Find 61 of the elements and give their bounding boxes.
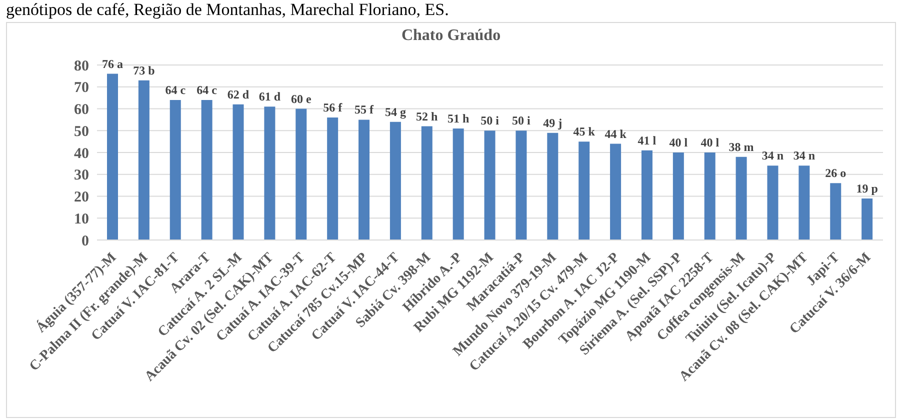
data-label: 61 d	[258, 90, 281, 104]
data-label: 40 l	[700, 136, 720, 150]
y-tick-label: 30	[74, 168, 89, 184]
text: genótipos de café, Região de Montanhas, Marechal Floriano, ES.	[5, 0, 450, 20]
y-tick-label: 10	[74, 211, 89, 228]
bar	[578, 142, 590, 240]
data-label: 44 k	[604, 126, 627, 141]
data-label: 19 p	[856, 181, 878, 196]
data-label: 56 f	[323, 100, 344, 114]
bar	[641, 150, 652, 240]
data-label: 55 f	[354, 102, 375, 117]
data-label: 51 h	[447, 111, 470, 126]
data-label: 50 i	[480, 114, 500, 128]
bar	[610, 144, 622, 240]
data-label: 40 l	[669, 136, 688, 150]
bar	[798, 166, 810, 240]
bar	[107, 74, 118, 240]
bar	[421, 126, 432, 240]
bar	[296, 108, 307, 240]
bar	[138, 80, 150, 240]
data-label: 38 m	[728, 140, 754, 154]
bar	[170, 100, 181, 240]
data-label: 45 k	[573, 124, 596, 139]
y-tick-label: 40	[74, 146, 89, 162]
chart-title: Chato Graúdo	[400, 27, 502, 46]
data-label: 76 a	[102, 56, 123, 71]
data-label: 34 n	[762, 148, 784, 163]
bar	[672, 152, 684, 240]
y-tick-label: 80	[74, 58, 89, 74]
bar	[484, 130, 496, 240]
bar	[736, 156, 747, 240]
data-label: 60 e	[290, 92, 312, 106]
bar	[327, 118, 338, 240]
bar	[201, 100, 212, 240]
bar	[452, 128, 464, 240]
bar	[704, 152, 716, 240]
data-label: 52 h	[416, 109, 438, 124]
bar	[358, 120, 370, 240]
bar	[516, 130, 527, 240]
bar	[547, 132, 558, 240]
data-label: 26 o	[825, 166, 846, 180]
data-label: 54 g	[384, 104, 406, 119]
data-label: 64 c	[165, 83, 186, 97]
y-tick-label: 20	[74, 190, 89, 206]
data-label: 49 j	[543, 116, 562, 130]
bar	[830, 183, 842, 240]
y-tick-label: 70	[74, 80, 89, 96]
data-label: 41 l	[638, 133, 657, 148]
bar	[232, 104, 244, 240]
y-tick-label: 60	[74, 102, 89, 118]
bar	[390, 122, 401, 240]
data-label: 50 i	[512, 114, 532, 128]
y-tick-label: 0	[82, 233, 89, 250]
bar	[264, 106, 276, 240]
data-label: 34 n	[793, 148, 816, 163]
bar	[767, 166, 778, 240]
bar	[862, 198, 873, 240]
data-label: 64 c	[196, 83, 218, 97]
data-label: 73 b	[133, 63, 156, 78]
y-tick-label: 50	[74, 124, 89, 140]
data-label: 62 d	[227, 87, 250, 102]
